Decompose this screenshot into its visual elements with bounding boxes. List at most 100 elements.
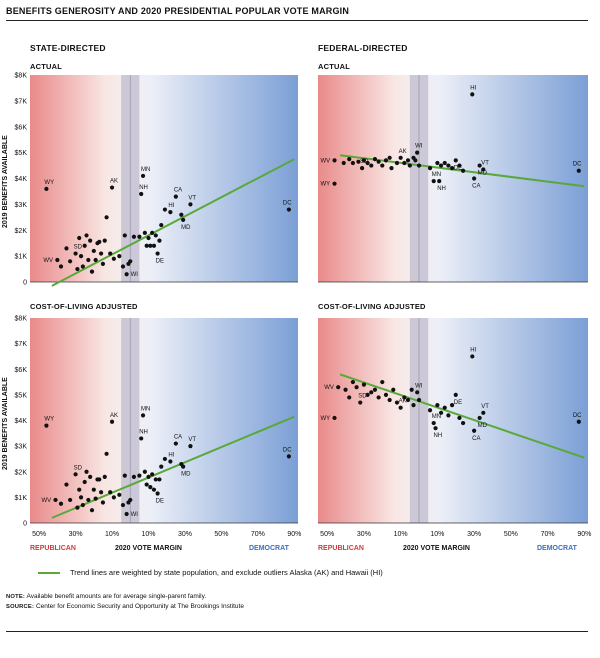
data-point-ak bbox=[398, 405, 403, 410]
data-point bbox=[394, 160, 400, 166]
data-point-de bbox=[453, 158, 458, 163]
data-point-dc bbox=[286, 207, 291, 212]
point-label-vt: VT bbox=[481, 404, 489, 410]
point-label-ca: CA bbox=[174, 435, 182, 441]
note-text: Available benefit amounts are for averag… bbox=[26, 593, 207, 600]
data-point bbox=[380, 163, 385, 168]
data-point bbox=[361, 382, 367, 387]
x-tick-label: 10% bbox=[141, 531, 155, 538]
data-point bbox=[77, 235, 82, 241]
x-tick-label: 50% bbox=[504, 531, 518, 538]
data-point bbox=[442, 160, 447, 166]
data-point bbox=[122, 473, 127, 478]
data-point bbox=[97, 477, 102, 482]
data-point bbox=[77, 487, 82, 492]
point-label-sd: SD bbox=[74, 245, 83, 251]
x-tick-label: 90% bbox=[577, 531, 591, 538]
republican-label-left: REPUBLICAN bbox=[30, 545, 76, 552]
y-tick-label: $6K bbox=[15, 367, 28, 374]
democrat-label-right: DEMOCRAT bbox=[537, 545, 577, 552]
data-point bbox=[457, 163, 462, 168]
point-label-ak: AK bbox=[399, 399, 407, 405]
data-point bbox=[128, 259, 133, 264]
data-point bbox=[86, 497, 91, 503]
data-point bbox=[91, 248, 96, 254]
data-point bbox=[347, 156, 352, 162]
data-point bbox=[102, 238, 107, 243]
charts-canvas: 0 $1K $2K $3K $4K $5K $6K $7K $8K WY WV SD AK WI NH MN D… bbox=[15, 73, 592, 539]
data-point bbox=[457, 415, 462, 421]
data-point bbox=[442, 405, 447, 410]
note-label: NOTE: bbox=[6, 594, 26, 600]
x-tick-label: 10% bbox=[430, 531, 444, 538]
data-point bbox=[131, 474, 137, 479]
data-point-mn bbox=[431, 420, 436, 426]
row-heading-actual-left: ACTUAL bbox=[30, 62, 63, 71]
data-point-dc bbox=[286, 454, 291, 459]
figure-title: BENEFITS GENEROSITY AND 2020 PRESIDENTIA… bbox=[6, 6, 350, 16]
data-point bbox=[151, 243, 157, 248]
legend: Trend lines are weighted by state popula… bbox=[38, 568, 383, 577]
point-label-wy: WY bbox=[44, 417, 54, 423]
data-point bbox=[89, 269, 95, 274]
point-label-nh: NH bbox=[437, 186, 446, 192]
point-label-dc: DC bbox=[573, 413, 582, 419]
data-point bbox=[369, 390, 374, 395]
data-point bbox=[100, 261, 106, 266]
point-label-vt: VT bbox=[481, 160, 489, 166]
data-point bbox=[144, 482, 149, 487]
data-point-ak bbox=[109, 419, 115, 424]
data-point bbox=[111, 495, 116, 500]
data-point bbox=[416, 397, 422, 403]
row-heading-actual-right: ACTUAL bbox=[318, 62, 351, 71]
y-tick-label: $8K bbox=[15, 316, 28, 323]
democrat-label-left: DEMOCRAT bbox=[249, 545, 289, 552]
data-point-wi bbox=[415, 390, 420, 395]
data-point bbox=[383, 158, 389, 163]
y-tick-label: $3K bbox=[15, 202, 28, 209]
data-point bbox=[68, 259, 73, 264]
row-heading-col-left: COST-OF-LIVING ADJUSTED bbox=[30, 302, 138, 311]
data-point-md bbox=[181, 464, 186, 469]
point-label-ca: CA bbox=[472, 184, 480, 190]
x-tick-label: 50% bbox=[32, 531, 46, 538]
data-point-wi bbox=[124, 272, 129, 277]
data-point bbox=[159, 222, 164, 228]
point-label-md: MD bbox=[181, 472, 191, 478]
point-label-de: DE bbox=[454, 165, 462, 171]
data-point bbox=[80, 502, 85, 508]
data-point bbox=[387, 155, 392, 160]
data-point bbox=[153, 233, 158, 238]
data-point bbox=[162, 456, 168, 462]
data-point bbox=[438, 410, 444, 415]
y-tick-label: $3K bbox=[15, 444, 28, 451]
data-point bbox=[97, 239, 102, 244]
point-label-wv: WV bbox=[321, 158, 331, 164]
point-label-nh: NH bbox=[434, 433, 443, 439]
point-label-mn: MN bbox=[432, 172, 441, 178]
trend-line bbox=[51, 415, 295, 519]
data-point bbox=[449, 403, 455, 408]
data-point bbox=[343, 387, 348, 392]
data-point bbox=[93, 257, 98, 263]
source-text: Center for Economic Security and Opportu… bbox=[35, 603, 244, 610]
data-point bbox=[137, 473, 142, 478]
y-tick-label: $7K bbox=[15, 98, 28, 105]
data-point bbox=[78, 254, 84, 259]
y-tick-label: $7K bbox=[15, 341, 28, 348]
data-point bbox=[146, 474, 151, 479]
data-point bbox=[341, 160, 346, 166]
data-point-hi bbox=[168, 210, 173, 215]
point-label-ak: AK bbox=[110, 413, 118, 419]
data-point-nh bbox=[139, 191, 144, 197]
x-axis-label-right: 2020 VOTE MARGIN bbox=[403, 545, 470, 552]
point-label-hi: HI bbox=[470, 347, 476, 353]
data-point bbox=[365, 160, 370, 166]
data-point-de bbox=[155, 251, 160, 256]
data-point-de bbox=[155, 491, 160, 496]
data-point bbox=[89, 508, 95, 513]
data-point bbox=[146, 235, 151, 241]
source-label: SOURCE: bbox=[6, 604, 35, 610]
point-label-wy: WY bbox=[321, 416, 331, 422]
data-point bbox=[93, 496, 98, 501]
